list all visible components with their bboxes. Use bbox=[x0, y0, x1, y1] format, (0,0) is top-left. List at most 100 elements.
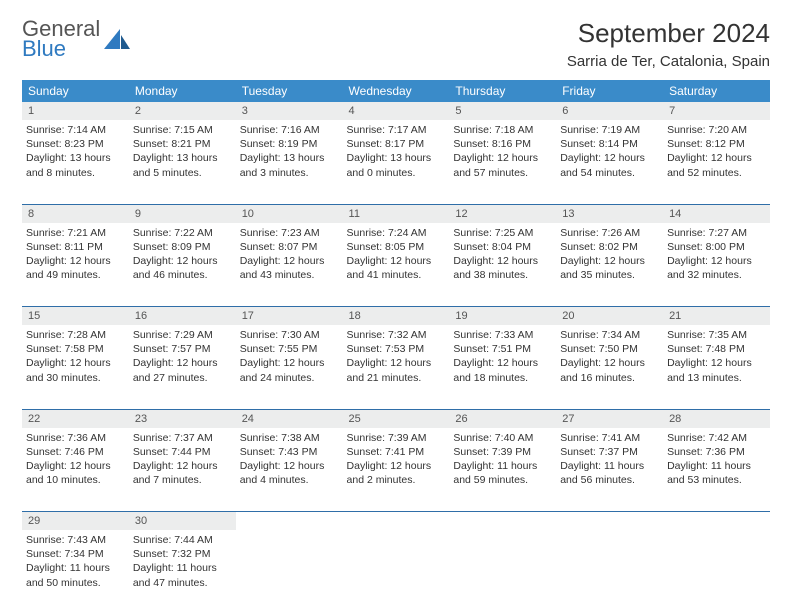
day-content: Sunrise: 7:28 AMSunset: 7:58 PMDaylight:… bbox=[26, 328, 125, 385]
day-cell: Sunrise: 7:34 AMSunset: 7:50 PMDaylight:… bbox=[556, 325, 663, 409]
day-number-cell: 3 bbox=[236, 102, 343, 120]
daylight-line: Daylight: 12 hours and 16 minutes. bbox=[560, 356, 659, 384]
week-content-row: Sunrise: 7:14 AMSunset: 8:23 PMDaylight:… bbox=[22, 120, 770, 204]
day-content: Sunrise: 7:40 AMSunset: 7:39 PMDaylight:… bbox=[453, 431, 552, 488]
day-number-cell: 6 bbox=[556, 102, 663, 120]
day-number-row: 2930 bbox=[22, 512, 770, 531]
day-cell: Sunrise: 7:30 AMSunset: 7:55 PMDaylight:… bbox=[236, 325, 343, 409]
day-number-cell bbox=[236, 512, 343, 531]
day-cell: Sunrise: 7:28 AMSunset: 7:58 PMDaylight:… bbox=[22, 325, 129, 409]
day-cell: Sunrise: 7:27 AMSunset: 8:00 PMDaylight:… bbox=[663, 223, 770, 307]
daylight-line: Daylight: 11 hours and 47 minutes. bbox=[133, 561, 232, 589]
sunrise-line: Sunrise: 7:35 AM bbox=[667, 328, 766, 342]
sunset-line: Sunset: 8:16 PM bbox=[453, 137, 552, 151]
sunrise-line: Sunrise: 7:28 AM bbox=[26, 328, 125, 342]
day-content: Sunrise: 7:26 AMSunset: 8:02 PMDaylight:… bbox=[560, 226, 659, 283]
daylight-line: Daylight: 12 hours and 52 minutes. bbox=[667, 151, 766, 179]
day-number-cell: 12 bbox=[449, 204, 556, 223]
day-content: Sunrise: 7:34 AMSunset: 7:50 PMDaylight:… bbox=[560, 328, 659, 385]
day-number-cell bbox=[449, 512, 556, 531]
sunset-line: Sunset: 8:05 PM bbox=[347, 240, 446, 254]
sunrise-line: Sunrise: 7:34 AM bbox=[560, 328, 659, 342]
day-cell: Sunrise: 7:15 AMSunset: 8:21 PMDaylight:… bbox=[129, 120, 236, 204]
sunrise-line: Sunrise: 7:41 AM bbox=[560, 431, 659, 445]
daylight-line: Daylight: 12 hours and 4 minutes. bbox=[240, 459, 339, 487]
day-number-cell: 24 bbox=[236, 409, 343, 428]
daylight-line: Daylight: 12 hours and 54 minutes. bbox=[560, 151, 659, 179]
sunrise-line: Sunrise: 7:39 AM bbox=[347, 431, 446, 445]
daylight-line: Daylight: 12 hours and 46 minutes. bbox=[133, 254, 232, 282]
day-number-cell: 11 bbox=[343, 204, 450, 223]
day-cell: Sunrise: 7:19 AMSunset: 8:14 PMDaylight:… bbox=[556, 120, 663, 204]
day-cell: Sunrise: 7:32 AMSunset: 7:53 PMDaylight:… bbox=[343, 325, 450, 409]
sunrise-line: Sunrise: 7:43 AM bbox=[26, 533, 125, 547]
sunset-line: Sunset: 7:32 PM bbox=[133, 547, 232, 561]
weekday-header: Wednesday bbox=[343, 80, 450, 102]
sunrise-line: Sunrise: 7:24 AM bbox=[347, 226, 446, 240]
sunset-line: Sunset: 8:11 PM bbox=[26, 240, 125, 254]
weekday-header: Sunday bbox=[22, 80, 129, 102]
day-cell: Sunrise: 7:21 AMSunset: 8:11 PMDaylight:… bbox=[22, 223, 129, 307]
day-content: Sunrise: 7:23 AMSunset: 8:07 PMDaylight:… bbox=[240, 226, 339, 283]
sunset-line: Sunset: 7:48 PM bbox=[667, 342, 766, 356]
sunset-line: Sunset: 8:17 PM bbox=[347, 137, 446, 151]
daylight-line: Daylight: 12 hours and 21 minutes. bbox=[347, 356, 446, 384]
day-number-cell: 16 bbox=[129, 307, 236, 326]
weekday-header: Tuesday bbox=[236, 80, 343, 102]
month-title: September 2024 bbox=[567, 18, 770, 49]
daylight-line: Daylight: 12 hours and 24 minutes. bbox=[240, 356, 339, 384]
sunrise-line: Sunrise: 7:27 AM bbox=[667, 226, 766, 240]
week-content-row: Sunrise: 7:43 AMSunset: 7:34 PM Daylight:… bbox=[22, 530, 770, 614]
day-cell: Sunrise: 7:23 AMSunset: 8:07 PMDaylight:… bbox=[236, 223, 343, 307]
daylight-line: Daylight: 11 hours and 53 minutes. bbox=[667, 459, 766, 487]
day-cell: Sunrise: 7:26 AMSunset: 8:02 PMDaylight:… bbox=[556, 223, 663, 307]
day-cell: Sunrise: 7:25 AMSunset: 8:04 PMDaylight:… bbox=[449, 223, 556, 307]
day-number-cell: 13 bbox=[556, 204, 663, 223]
sunset-line: Sunset: 7:34 PM bbox=[26, 547, 125, 561]
day-content: Sunrise: 7:38 AMSunset: 7:43 PMDaylight:… bbox=[240, 431, 339, 488]
sunset-line: Sunset: 7:57 PM bbox=[133, 342, 232, 356]
title-block: September 2024 Sarria de Ter, Catalonia,… bbox=[567, 18, 770, 70]
location: Sarria de Ter, Catalonia, Spain bbox=[567, 53, 770, 70]
day-number-row: 1234567 bbox=[22, 102, 770, 120]
day-content: Sunrise: 7:16 AMSunset: 8:19 PMDaylight:… bbox=[240, 123, 339, 180]
daylight-line: Daylight: 13 hours and 3 minutes. bbox=[240, 151, 339, 179]
day-cell: Sunrise: 7:17 AMSunset: 8:17 PMDaylight:… bbox=[343, 120, 450, 204]
day-cell bbox=[343, 530, 450, 614]
day-content: Sunrise: 7:30 AMSunset: 7:55 PMDaylight:… bbox=[240, 328, 339, 385]
day-content: Sunrise: 7:14 AMSunset: 8:23 PMDaylight:… bbox=[26, 123, 125, 180]
sunset-line: Sunset: 8:02 PM bbox=[560, 240, 659, 254]
day-content: Sunrise: 7:41 AMSunset: 7:37 PMDaylight:… bbox=[560, 431, 659, 488]
weekday-header-row: Sunday Monday Tuesday Wednesday Thursday… bbox=[22, 80, 770, 102]
sunrise-line: Sunrise: 7:38 AM bbox=[240, 431, 339, 445]
day-number-cell: 9 bbox=[129, 204, 236, 223]
sunrise-line: Sunrise: 7:20 AM bbox=[667, 123, 766, 137]
day-content: Sunrise: 7:33 AMSunset: 7:51 PMDaylight:… bbox=[453, 328, 552, 385]
day-cell: Sunrise: 7:29 AMSunset: 7:57 PMDaylight:… bbox=[129, 325, 236, 409]
day-cell: Sunrise: 7:35 AMSunset: 7:48 PMDaylight:… bbox=[663, 325, 770, 409]
day-content: Sunrise: 7:27 AMSunset: 8:00 PMDaylight:… bbox=[667, 226, 766, 283]
sunset-line: Sunset: 8:04 PM bbox=[453, 240, 552, 254]
sunrise-line: Sunrise: 7:40 AM bbox=[453, 431, 552, 445]
sunset-line: Sunset: 8:07 PM bbox=[240, 240, 339, 254]
sunrise-line: Sunrise: 7:18 AM bbox=[453, 123, 552, 137]
day-cell bbox=[556, 530, 663, 614]
day-number-cell bbox=[343, 512, 450, 531]
day-content: Sunrise: 7:36 AMSunset: 7:46 PMDaylight:… bbox=[26, 431, 125, 488]
day-cell: Sunrise: 7:33 AMSunset: 7:51 PMDaylight:… bbox=[449, 325, 556, 409]
sunset-line: Sunset: 7:41 PM bbox=[347, 445, 446, 459]
day-cell: Sunrise: 7:40 AMSunset: 7:39 PMDaylight:… bbox=[449, 428, 556, 512]
day-number-cell: 20 bbox=[556, 307, 663, 326]
sunset-line: Sunset: 8:21 PM bbox=[133, 137, 232, 151]
day-cell bbox=[449, 530, 556, 614]
day-content: Sunrise: 7:29 AMSunset: 7:57 PMDaylight:… bbox=[133, 328, 232, 385]
day-number-cell: 27 bbox=[556, 409, 663, 428]
sunset-line: Sunset: 7:39 PM bbox=[453, 445, 552, 459]
day-cell: Sunrise: 7:44 AMSunset: 7:32 PMDaylight:… bbox=[129, 530, 236, 614]
day-number-cell bbox=[556, 512, 663, 531]
day-number-cell: 25 bbox=[343, 409, 450, 428]
day-number-row: 15161718192021 bbox=[22, 307, 770, 326]
day-number-cell: 5 bbox=[449, 102, 556, 120]
daylight-line: Daylight: 11 hours and 56 minutes. bbox=[560, 459, 659, 487]
sunrise-line: Sunrise: 7:36 AM bbox=[26, 431, 125, 445]
